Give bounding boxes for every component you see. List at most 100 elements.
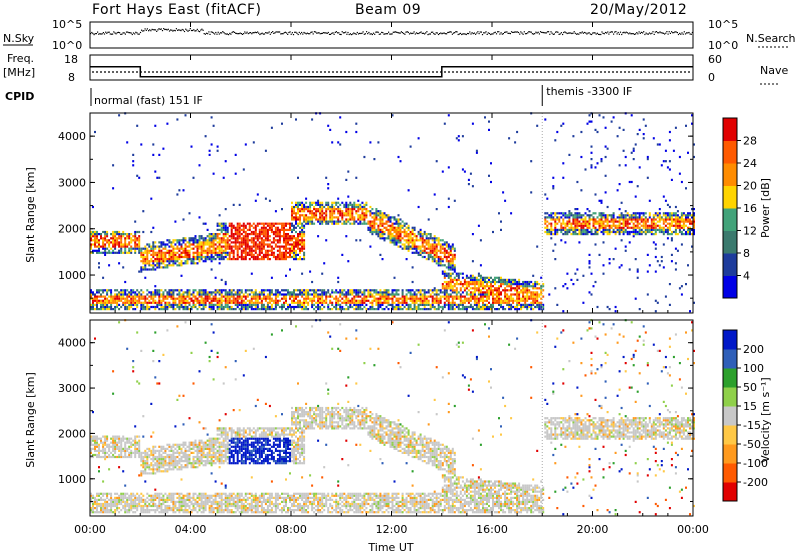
power-cell (140, 295, 143, 298)
power-cell (369, 301, 372, 304)
power-cell (610, 220, 613, 223)
power-cell (411, 295, 414, 298)
power-cell (206, 241, 209, 244)
power-cell (401, 230, 404, 234)
power-cell (498, 289, 500, 292)
power-cell (556, 212, 559, 215)
power-cell (274, 295, 277, 298)
power-cell (417, 297, 420, 300)
power-cell (194, 235, 197, 238)
power-cell (429, 308, 432, 311)
power-cell (184, 301, 187, 304)
power-cell (120, 241, 123, 244)
power-cell (156, 291, 159, 294)
power-cell (220, 295, 223, 298)
power-cell (244, 297, 247, 300)
power-cell (295, 241, 297, 244)
power-cell (218, 293, 221, 296)
power-cell (405, 258, 408, 261)
power-cell (289, 247, 291, 250)
power-cell (327, 208, 330, 211)
nsky-point (457, 33, 459, 36)
power-cell (488, 305, 490, 309)
power-cell (210, 268, 213, 271)
power-cell (435, 237, 438, 240)
power-cell (488, 276, 490, 279)
nsky-point (129, 32, 131, 34)
power-cell (220, 251, 223, 254)
power-cell (287, 241, 289, 244)
power-cell (508, 289, 511, 292)
power-cell (494, 280, 496, 284)
power-cell (453, 308, 456, 311)
power-cell (110, 299, 113, 302)
nsky-point (320, 32, 322, 35)
power-cell (158, 176, 161, 179)
power-cell (297, 218, 299, 221)
power-cell (417, 291, 420, 294)
nsky-point (330, 33, 332, 35)
power-cell (614, 220, 617, 223)
power-cell (152, 245, 155, 248)
power-cell (345, 205, 348, 209)
power-cell (297, 205, 299, 209)
power-cell (170, 303, 173, 306)
power-cell (184, 253, 187, 256)
power-cell (152, 226, 155, 229)
power-cell (457, 291, 460, 294)
power-cell (94, 237, 96, 240)
power-cell (212, 233, 215, 236)
power-cell (148, 264, 151, 267)
power-cell (510, 278, 513, 281)
power-cell (552, 216, 555, 219)
power-cell (445, 283, 448, 286)
power-cell (359, 216, 362, 219)
power-cell (283, 301, 285, 304)
power-cell (120, 251, 123, 254)
nsky-point (108, 31, 110, 33)
power-cell (168, 251, 171, 254)
power-cell (291, 249, 293, 252)
power-cell (590, 158, 593, 161)
nsky-point (472, 33, 474, 35)
power-cell (423, 303, 426, 306)
power-cell (283, 245, 285, 248)
power-cell (494, 301, 496, 304)
power-cell (367, 308, 370, 311)
power-cell (572, 222, 575, 225)
power-cell (477, 293, 480, 296)
power-cell (192, 247, 195, 250)
power-cell (367, 222, 370, 225)
power-cell (252, 237, 255, 240)
power-cell (540, 301, 543, 304)
power-cell (590, 230, 593, 234)
power-cell (224, 228, 227, 231)
power-cell (258, 247, 261, 250)
power-cell (540, 305, 543, 309)
power-cell (461, 168, 464, 171)
power-cell (274, 230, 277, 234)
power-cell (463, 287, 466, 290)
power-cell (96, 295, 98, 298)
nsky-point (247, 33, 249, 35)
power-cell (594, 280, 597, 284)
power-cell (467, 276, 470, 279)
power-cell (572, 216, 575, 219)
power-cell (439, 239, 442, 242)
power-cell (409, 289, 412, 292)
power-cell (176, 303, 179, 306)
power-cell (202, 303, 205, 306)
power-cell (210, 235, 213, 238)
power-cell (92, 301, 94, 304)
power-cell (204, 297, 207, 300)
power-cell (369, 222, 372, 225)
power-cell (218, 224, 221, 227)
power-cell (202, 255, 205, 259)
power-cell (367, 293, 370, 296)
power-cell (132, 297, 135, 300)
power-cell (441, 291, 444, 294)
power-cell (526, 305, 529, 309)
power-cell (301, 295, 304, 298)
nsky-point (218, 33, 220, 35)
power-cell (303, 226, 306, 229)
